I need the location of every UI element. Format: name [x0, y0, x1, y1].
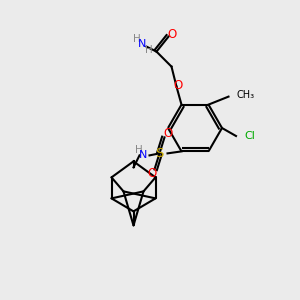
Text: H: H: [133, 34, 140, 44]
Text: O: O: [168, 28, 177, 41]
Text: CH₃: CH₃: [236, 90, 255, 100]
Text: H: H: [135, 146, 142, 155]
Text: N: N: [139, 150, 148, 161]
Text: O: O: [163, 127, 172, 140]
Text: H: H: [145, 45, 152, 55]
Text: N: N: [138, 39, 147, 49]
Text: O: O: [147, 167, 156, 180]
Text: S: S: [155, 147, 164, 160]
Text: Cl: Cl: [244, 131, 255, 141]
Text: O: O: [174, 79, 183, 92]
